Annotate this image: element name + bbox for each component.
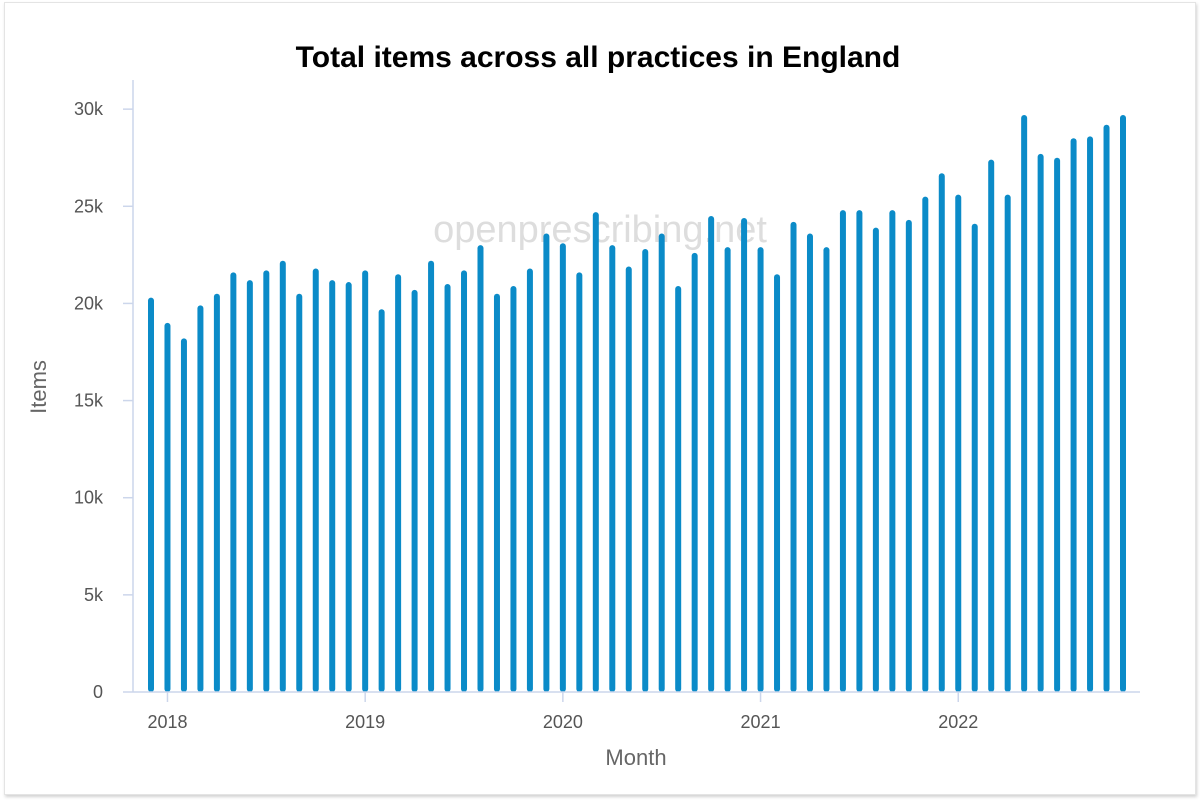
bar-2018-02[interactable]	[180, 338, 187, 692]
bar-2019-07[interactable]	[461, 270, 468, 692]
bar-2018-09[interactable]	[296, 293, 303, 692]
bar-2019-12[interactable]	[543, 233, 550, 693]
bar-2021-05[interactable]	[823, 247, 830, 692]
bar-2018-10[interactable]	[312, 268, 319, 692]
bar-2022-05[interactable]	[1021, 114, 1028, 693]
x-tick-label: 2020	[543, 712, 583, 732]
bar-2020-12[interactable]	[741, 217, 748, 692]
bar-2022-10[interactable]	[1103, 124, 1110, 692]
bar-2019-09[interactable]	[493, 293, 500, 692]
y-tick-label: 10k	[74, 488, 104, 508]
bar-2018-06[interactable]	[246, 280, 253, 692]
bar-2020-04[interactable]	[609, 245, 616, 692]
watermark: openprescribing.net	[433, 209, 767, 251]
bar-2019-05[interactable]	[428, 260, 435, 692]
y-axis-label: Items	[26, 360, 51, 414]
bar-2021-04[interactable]	[806, 233, 813, 693]
x-tick-label: 2022	[938, 712, 978, 732]
bar-2018-05[interactable]	[230, 272, 237, 692]
bar-2019-01[interactable]	[362, 270, 369, 692]
bar-2018-08[interactable]	[279, 260, 286, 692]
bar-2021-07[interactable]	[856, 210, 863, 693]
bar-2019-02[interactable]	[378, 309, 385, 692]
bar-2020-03[interactable]	[592, 212, 599, 693]
x-tick-label: 2021	[741, 712, 781, 732]
bar-2019-11[interactable]	[526, 268, 533, 692]
bar-2022-04[interactable]	[1004, 194, 1011, 692]
y-tick-label: 15k	[74, 391, 104, 411]
bar-2021-11[interactable]	[922, 196, 929, 692]
bar-2018-03[interactable]	[197, 305, 204, 692]
bar-2022-06[interactable]	[1037, 153, 1044, 692]
bar-2018-04[interactable]	[213, 293, 220, 692]
y-tick-label: 5k	[84, 585, 104, 605]
chart-title: Total items across all practices in Engl…	[296, 41, 901, 74]
y-tick-label: 0	[93, 682, 103, 702]
bar-2022-03[interactable]	[988, 159, 995, 692]
bar-2020-05[interactable]	[625, 266, 632, 692]
bar-2020-02[interactable]	[576, 272, 583, 692]
bar-2021-09[interactable]	[889, 210, 896, 693]
bar-2022-11[interactable]	[1120, 114, 1126, 693]
bars-group	[148, 114, 1126, 693]
y-tick-label: 25k	[74, 196, 104, 216]
bar-2020-09[interactable]	[691, 252, 698, 692]
bar-2018-01[interactable]	[164, 322, 171, 692]
bar-2021-12[interactable]	[938, 173, 945, 692]
bar-2021-02[interactable]	[774, 274, 781, 692]
bar-2019-04[interactable]	[411, 289, 418, 692]
bar-2020-11[interactable]	[724, 247, 731, 692]
bar-2022-08[interactable]	[1070, 138, 1077, 693]
y-tick-label: 30k	[74, 99, 104, 119]
bar-2021-06[interactable]	[839, 210, 846, 693]
bar-2022-09[interactable]	[1087, 136, 1094, 693]
bar-2018-11[interactable]	[329, 280, 336, 692]
bar-2019-03[interactable]	[395, 274, 402, 692]
bar-2021-10[interactable]	[905, 219, 912, 692]
x-tick-label: 2019	[345, 712, 385, 732]
bar-2019-06[interactable]	[444, 284, 451, 692]
y-tick-label: 20k	[74, 293, 104, 313]
bar-2022-07[interactable]	[1054, 157, 1061, 692]
x-tick-label: 2018	[147, 712, 187, 732]
bar-2020-07[interactable]	[658, 233, 665, 693]
bar-2020-08[interactable]	[675, 285, 682, 692]
bar-2019-08[interactable]	[477, 245, 484, 692]
bar-2018-12[interactable]	[345, 282, 352, 692]
bar-2020-06[interactable]	[642, 249, 649, 692]
bar-2019-10[interactable]	[510, 285, 517, 692]
bar-2020-01[interactable]	[559, 243, 566, 692]
bar-2020-10[interactable]	[708, 216, 715, 692]
bar-2017-12[interactable]	[148, 297, 154, 692]
bar-2021-03[interactable]	[790, 221, 797, 692]
bar-2018-07[interactable]	[263, 270, 270, 692]
bar-2021-01[interactable]	[757, 247, 764, 692]
bar-2021-08[interactable]	[872, 227, 879, 692]
x-axis-label: Month	[605, 745, 666, 770]
bar-2022-01[interactable]	[955, 194, 962, 692]
axes-group: 0 5k 10k 15k 20k 25k 30k 2018 2019 2020 2021 2022	[74, 80, 1140, 732]
bar-2022-02[interactable]	[971, 223, 978, 692]
